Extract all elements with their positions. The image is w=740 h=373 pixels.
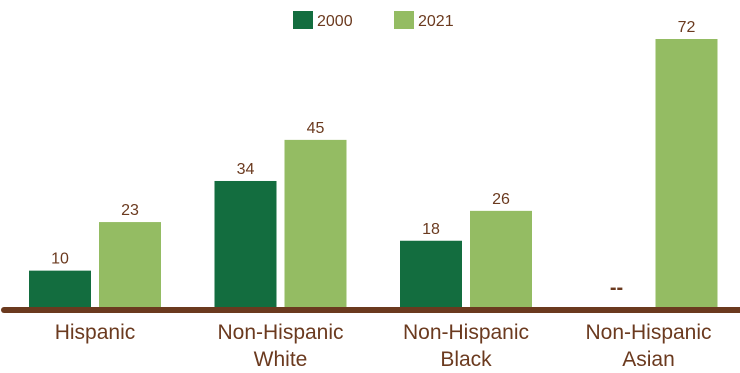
value-label-2000-2: 18 [422, 221, 440, 238]
bar-2000-1 [214, 180, 277, 308]
value-label-2000-3: -- [610, 277, 623, 299]
value-labels-group: 10 23 34 45 18 26 -- 72 [51, 19, 695, 299]
value-label-2021-3: 72 [678, 19, 696, 36]
bar-2021-1 [284, 139, 347, 308]
value-label-2000-1: 34 [237, 161, 255, 178]
category-labels-group: Hispanic Non-Hispanic White Non-Hispanic Bla… [55, 321, 712, 371]
bar-2000-2 [400, 240, 462, 308]
value-label-2021-2: 26 [492, 191, 510, 208]
category-label-2-line-0: Non-Hispanic [403, 321, 529, 344]
legend-label-2021: 2021 [418, 13, 454, 30]
category-label-2-line-1: Black [440, 348, 492, 371]
category-label-1-line-0: Non-Hispanic [217, 321, 343, 344]
bar-2000-0 [29, 270, 91, 308]
legend-swatch-2021 [394, 11, 414, 29]
bars-group [29, 39, 718, 308]
bar-2021-2 [470, 210, 532, 308]
category-label-0-line-0: Hispanic [55, 321, 136, 344]
legend: 2000 2021 [293, 11, 454, 30]
legend-label-2000: 2000 [317, 13, 353, 30]
bar-2021-3 [655, 39, 718, 308]
value-label-2000-0: 10 [51, 251, 69, 268]
legend-swatch-2000 [293, 11, 313, 29]
value-label-2021-1: 45 [307, 120, 325, 137]
category-label-3-line-0: Non-Hispanic [585, 321, 711, 344]
category-label-1-line-1: White [254, 348, 308, 371]
bar-2021-0 [99, 222, 161, 308]
category-label-3-line-1: Asian [622, 348, 675, 371]
value-label-2021-0: 23 [121, 202, 139, 219]
